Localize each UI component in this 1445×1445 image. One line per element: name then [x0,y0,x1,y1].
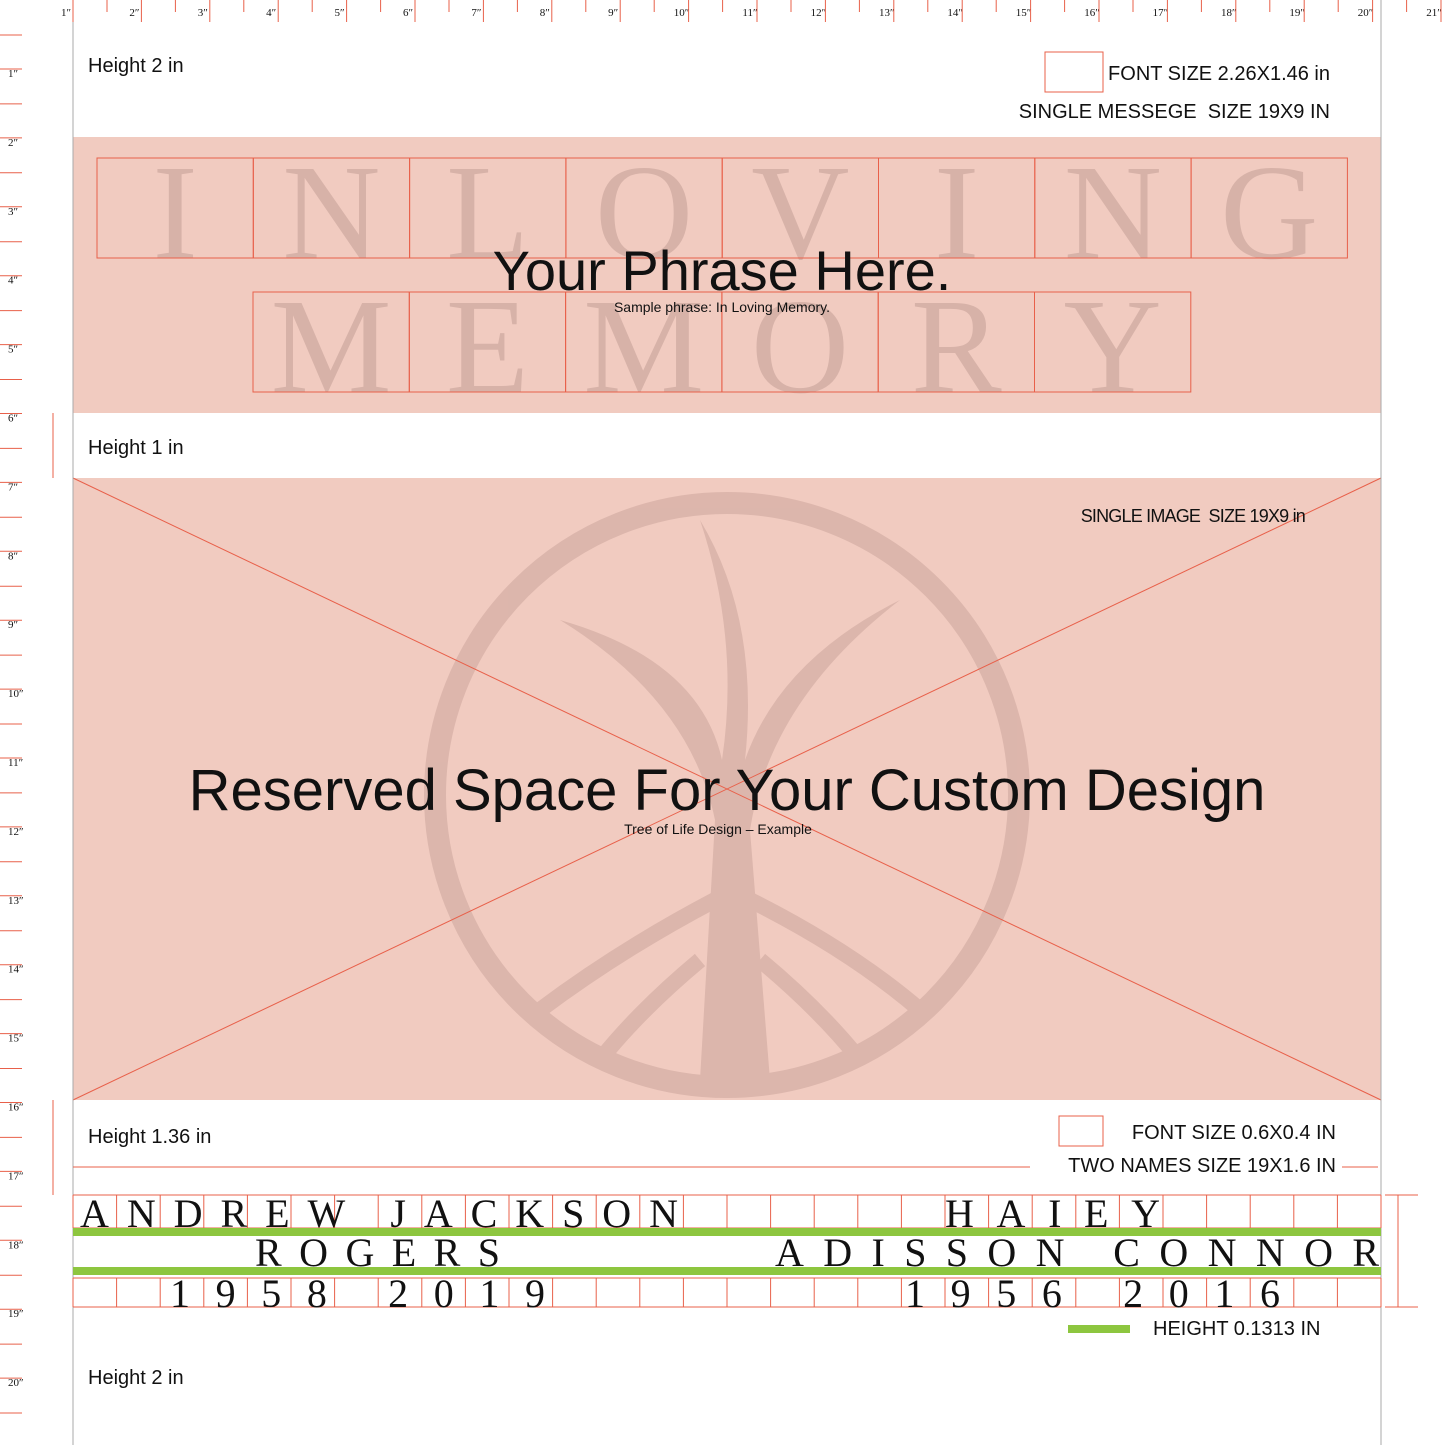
label: Height 2 in [88,1367,184,1389]
ruler-label: 19″ [1289,7,1305,19]
big-letter: I [934,138,979,288]
label: SINGLE IMAGE SIZE 19X9 in [1081,506,1305,526]
ruler-label: 2″ [8,137,18,149]
ruler-label: 16″ [8,1102,24,1114]
ruler-label: 7″ [8,481,18,493]
ruler-label: 20″ [1358,7,1374,19]
tree [424,492,1030,1098]
ruler-label: 12″ [811,7,827,19]
diagonal [72,477,1382,1101]
ruler-label: 14″ [8,964,24,976]
label: FONT SIZE 2.26X1.46 in [1108,63,1330,85]
legend-swatch [1068,1325,1130,1333]
ruler-label: 4″ [266,7,276,19]
label: SINGLE MESSEGE SIZE 19X9 IN [1019,101,1330,123]
image-title: Reserved Space For Your Custom Design [189,758,1266,823]
ruler-label: 8″ [540,7,550,19]
ruler-label: 20″ [8,1377,24,1389]
label: Height 1 in [88,437,184,459]
big-letter: E [446,272,529,422]
phrase-title: Your Phrase Here. [493,239,952,302]
height-bar [73,1267,1381,1275]
label: Height 2 in [88,55,184,77]
swatch [1058,1115,1104,1147]
ruler-label: 10″ [8,688,24,700]
ruler-label: 8″ [8,550,18,562]
big-letter: V [751,138,849,288]
ruler-label: 16″ [1084,7,1100,19]
ruler-label: 2″ [129,7,139,19]
letter-box [1034,291,1192,393]
big-letter: R [911,272,1002,422]
ruler-label: 6″ [8,413,18,425]
big-letter: I [153,138,198,288]
name-text: 1956 2016 [905,1271,1280,1316]
ruler-label: 9″ [608,7,618,19]
ruler-label: 13″ [8,895,24,907]
ruler-label: 4″ [8,275,18,287]
ruler-label: 19″ [8,1308,24,1320]
label: FONT SIZE 0.6X0.4 IN [1132,1122,1336,1144]
big-letter: O [595,138,693,288]
label: TWO NAMES SIZE 19X1.6 IN [1068,1155,1336,1177]
ruler-label: 7″ [471,7,481,19]
ruler-label: 17″ [8,1170,24,1182]
phrase-sample: Sample phrase: In Loving Memory. [614,299,830,315]
swatch [1044,51,1104,93]
big-letter: N [1064,138,1162,288]
ruler-label: 14″ [947,7,963,19]
ruler-label: 11″ [8,757,23,769]
ruler-label: 15″ [1016,7,1032,19]
ruler-label: 13″ [879,7,895,19]
ruler-label: 18″ [1221,7,1237,19]
name-text: 1958 2019 [170,1271,545,1316]
big-letter: M [583,272,704,422]
big-letter: L [446,138,529,288]
message-area [73,137,1381,413]
ruler-label: 3″ [198,7,208,19]
big-letter: O [751,272,849,422]
big-letter: M [271,272,392,422]
letter-box [1190,157,1348,259]
big-letter: G [1220,138,1318,288]
height-bar [73,1228,1381,1236]
ruler-label: 12″ [8,826,24,838]
ruler-label: 15″ [8,1033,24,1045]
big-letter: N [282,138,380,288]
ruler-label: 17″ [1153,7,1169,19]
ruler-label: 21″ [1426,7,1442,19]
ruler-label: 18″ [8,1239,24,1251]
ruler-label: 11″ [742,7,757,19]
ruler-label: 6″ [403,7,413,19]
label: HEIGHT 0.1313 IN [1153,1318,1320,1340]
ruler-label: 5″ [335,7,345,19]
big-letter: Y [1064,272,1162,422]
image-sample: Tree of Life Design – Example [624,821,812,837]
ruler-label: 3″ [8,206,18,218]
ruler-label: 1″ [8,68,18,80]
ruler-label: 5″ [8,344,18,356]
ruler-label: 10″ [674,7,690,19]
ruler-label: 9″ [8,619,18,631]
label: Height 1.36 in [88,1126,211,1148]
ruler-label: 1″ [61,7,71,19]
